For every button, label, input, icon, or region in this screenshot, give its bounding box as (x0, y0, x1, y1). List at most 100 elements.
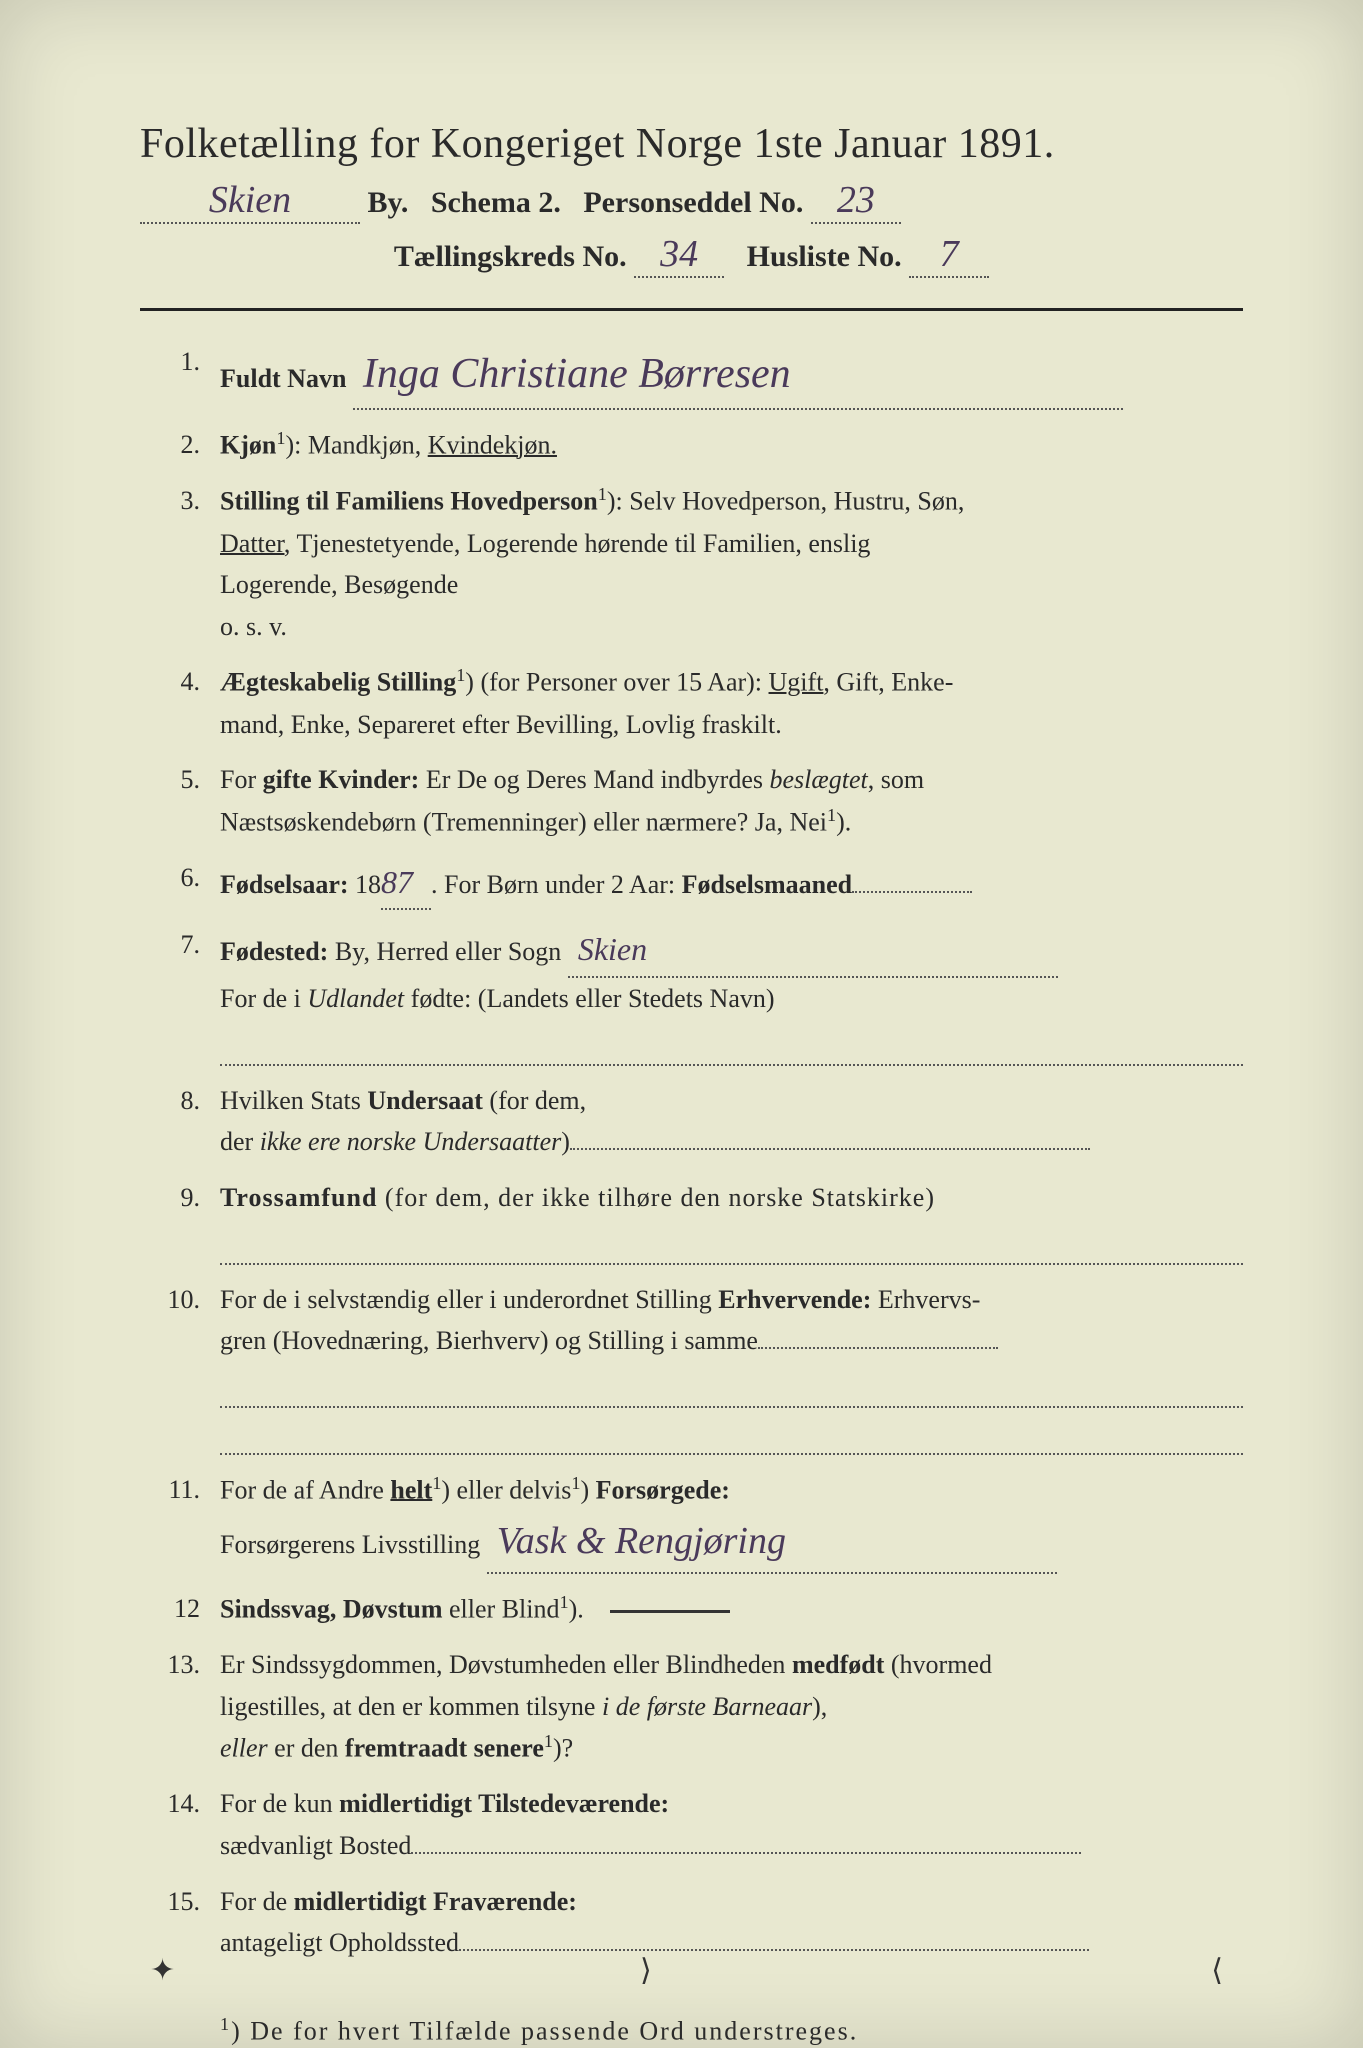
entry-15: 15. For de midlertidigt Fraværende: anta… (140, 1881, 1243, 1964)
erhverv-bold: Erhvervende: (718, 1285, 871, 1314)
entry-7: 7. Fødested: By, Herred eller Sogn Skien… (140, 924, 1243, 1065)
page-mark: ✦ (150, 1953, 175, 1988)
gifte-rest: Er De og Deres Mand indbyrdes (419, 765, 769, 794)
blank-line (220, 1226, 1243, 1264)
entry-num: 13. (140, 1644, 220, 1769)
sind2-2b: i de første Barneaar (602, 1692, 812, 1721)
fodested-line2b: Udlandet (307, 984, 404, 1013)
erhverv-line2: gren (Hovednæring, Bierhverv) og Stillin… (220, 1326, 758, 1355)
erhverv-1a: For de i selvstændig eller i underordnet… (220, 1285, 718, 1314)
sind2-3a: eller (220, 1734, 268, 1763)
entry-12: 12 Sindssvag, Døvstum eller Blind1). (140, 1588, 1243, 1630)
fodested-line2c: fødte: (Landets eller Stedets Navn) (404, 984, 774, 1013)
undersaat-2b: ikke ere norske Undersaatter (260, 1127, 562, 1156)
fodested-rest: By, Herred eller Sogn (328, 937, 561, 966)
frav-line2: antageligt Opholdssted (220, 1928, 459, 1957)
entry-num: 14. (140, 1783, 220, 1866)
aegte-label: Ægteskabelig Stilling (220, 668, 456, 697)
stilling-line4: o. s. v. (220, 612, 287, 641)
aegte-rest2: , Gift, Enke- (823, 668, 953, 697)
gifte-for: For (220, 765, 263, 794)
kreds-no: 34 (660, 232, 698, 276)
stilling-line2b: Tjenestetyende, Logerende hørende til Fa… (290, 529, 870, 558)
undersaat-1a: Hvilken Stats (220, 1086, 367, 1115)
entry-1: 1. Fuldt Navn Inga Christiane Børresen (140, 341, 1243, 410)
fuldt-navn-value: Inga Christiane Børresen (363, 341, 791, 408)
footnote-text: ) De for hvert Tilfælde passende Ord und… (231, 2016, 858, 2045)
stilling-rest: ): Selv Hovedperson, Hustru, Søn, (607, 487, 964, 516)
divider (140, 308, 1243, 311)
aegte-ugift: Ugift (769, 668, 824, 697)
entry-4: 4. Ægteskabelig Stilling1) (for Personer… (140, 661, 1243, 745)
title-year: 1891. (958, 121, 1055, 167)
forsorg-bold: Forsørgede: (596, 1475, 730, 1504)
sub-header-line2: Tællingskreds No. 34 Husliste No. 7 (140, 232, 1243, 278)
entry-num: 5. (140, 759, 220, 843)
title-text: Folketælling for Kongeriget Norge 1ste J… (140, 121, 947, 167)
stilling-label: Stilling til Familiens Hovedperson (220, 487, 598, 516)
sind2-sup: 1 (544, 1731, 553, 1751)
tilst-bold: midlertidigt Tilstedeværende: (339, 1789, 669, 1818)
blank-line (220, 1027, 1243, 1065)
sind-end: ). (569, 1594, 584, 1623)
entry-num: 10. (140, 1279, 220, 1455)
gifte-end: ). (836, 808, 851, 837)
entry-10: 10. For de i selvstændig eller i underor… (140, 1279, 1243, 1455)
entry-num: 6. (140, 857, 220, 910)
entry-13: 13. Er Sindssygdommen, Døvstumheden elle… (140, 1644, 1243, 1769)
sind2-2c: ), (812, 1692, 827, 1721)
undersaat-2c: ) (561, 1127, 570, 1156)
fodested-value: Skien (578, 931, 647, 967)
tilst-1a: For de kun (220, 1789, 339, 1818)
tilst-line2: sædvanligt Bosted (220, 1831, 411, 1860)
personseddel-no: 23 (837, 178, 875, 222)
entry-num: 2. (140, 424, 220, 466)
husliste-no: 7 (940, 232, 959, 276)
entry-num: 15. (140, 1881, 220, 1964)
footnote: 1) De for hvert Tilfælde passende Ord un… (220, 2014, 1243, 2047)
strike-mark (610, 1610, 730, 1613)
entry-14: 14. For de kun midlertidigt Tilstedevære… (140, 1783, 1243, 1866)
stilling-line3: Logerende, Besøgende (220, 570, 458, 599)
sind2-3b: er den (268, 1734, 345, 1763)
fodested-line2a: For de i (220, 984, 307, 1013)
entry-num: 1. (140, 341, 220, 410)
fodselsaar-prefix: 18 (349, 870, 382, 899)
kjon-text: ): Mandkjøn, (285, 431, 427, 460)
frav-1a: For de (220, 1887, 294, 1916)
gifte-italic: beslægtet (770, 765, 868, 794)
census-form-page: Folketælling for Kongeriget Norge 1ste J… (0, 0, 1363, 2048)
undersaat-2a: der (220, 1127, 260, 1156)
forsorg-1b: ) (580, 1475, 595, 1504)
aegte-line2: mand, Enke, Separeret efter Bevilling, L… (220, 710, 782, 739)
stilling-sup: 1 (598, 484, 607, 504)
schema-label: Schema 2. (431, 186, 561, 219)
sind2-1a: Er Sindssygdommen, Døvstumheden eller Bl… (220, 1650, 792, 1679)
sind2-bold2: fremtraadt senere (345, 1734, 544, 1763)
gifte-line2: Næstsøskendebørn (Tremenninger) eller næ… (220, 808, 827, 837)
entry-9: 9. Trossamfund (for dem, der ikke tilhør… (140, 1177, 1243, 1265)
entry-8: 8. Hvilken Stats Undersaat (for dem, der… (140, 1080, 1243, 1163)
sind2-end: )? (553, 1734, 573, 1763)
kjon-label: Kjøn (220, 431, 276, 460)
entry-num: 8. (140, 1080, 220, 1163)
gifte-rest2: , som (868, 765, 924, 794)
fuldt-navn-label: Fuldt Navn (220, 364, 346, 393)
page-mark: ⟨ (1211, 1953, 1223, 1988)
entry-2: 2. Kjøn1): Mandkjøn, Kvindekjøn. (140, 424, 1243, 466)
frav-bold: midlertidigt Fraværende: (294, 1887, 577, 1916)
entry-num: 4. (140, 661, 220, 745)
gifte-bold: gifte Kvinder: (263, 765, 420, 794)
by-label: By. (368, 186, 409, 219)
husliste-label: Husliste No. (747, 240, 902, 273)
entry-num: 7. (140, 924, 220, 1065)
personseddel-label: Personseddel No. (583, 186, 803, 219)
entry-num: 3. (140, 480, 220, 647)
fodselsaar-rest: . For Børn under 2 Aar: (431, 870, 682, 899)
entry-num: 12 (140, 1588, 220, 1630)
entry-num: 9. (140, 1177, 220, 1265)
kjon-underlined: Kvindekjøn. (428, 431, 557, 460)
main-title: Folketælling for Kongeriget Norge 1ste J… (140, 120, 1243, 168)
forsorg-1a: For de af Andre (220, 1475, 390, 1504)
sind2-2a: ligestilles, at den er kommen tilsyne (220, 1692, 602, 1721)
